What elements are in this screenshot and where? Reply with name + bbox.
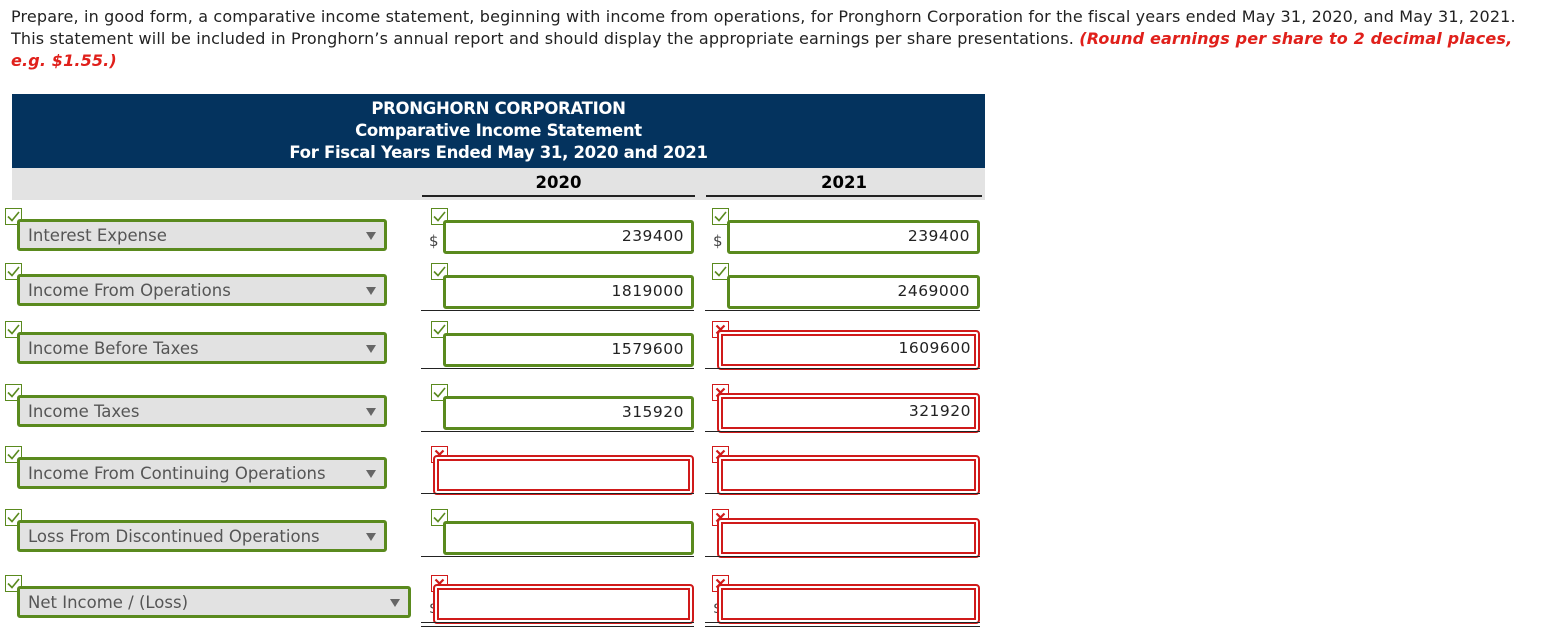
year-header: 2020 2021: [12, 168, 985, 200]
dropdown-arrow: [366, 533, 376, 541]
currency-symbol: $: [713, 232, 723, 250]
row-label: Income Taxes: [28, 402, 140, 421]
underline: [421, 556, 694, 557]
dropdown-arrow: [366, 232, 376, 240]
underline: [421, 493, 694, 494]
amount-input[interactable]: 1609600: [717, 330, 980, 370]
underline: [421, 622, 694, 623]
double-underline: [705, 626, 980, 627]
amount-input[interactable]: [717, 455, 980, 495]
row-label-select[interactable]: Income From Operations: [17, 274, 387, 306]
underline: [705, 556, 980, 557]
instructions-emphasis: (Round earnings per share to 2 decimal p…: [11, 29, 1513, 70]
row-label: Net Income / (Loss): [28, 593, 189, 612]
amount-input[interactable]: 1819000: [443, 275, 694, 309]
amount-input[interactable]: 1579600: [443, 333, 694, 367]
dropdown-arrow: [390, 599, 400, 607]
row-label-select[interactable]: Income Taxes: [17, 395, 387, 427]
statement-period: For Fiscal Years Ended May 31, 2020 and …: [289, 143, 708, 162]
row-label: Income From Continuing Operations: [28, 464, 326, 483]
underline: [705, 431, 980, 432]
year-label: 2021: [706, 173, 982, 197]
row-label-select[interactable]: Interest Expense: [17, 219, 387, 251]
instructions-text: Prepare, in good form, a comparative inc…: [11, 7, 1516, 48]
dropdown-arrow: [366, 287, 376, 295]
row-label: Income Before Taxes: [28, 339, 199, 358]
amount-input[interactable]: 315920: [443, 396, 694, 430]
underline: [705, 493, 980, 494]
row-label: Loss From Discontinued Operations: [28, 527, 320, 546]
double-underline: [421, 626, 694, 627]
correct-icon: [712, 263, 729, 280]
statement-header: PRONGHORN CORPORATION Comparative Income…: [12, 94, 985, 168]
company-name: PRONGHORN CORPORATION: [371, 99, 626, 118]
row-label-select[interactable]: Net Income / (Loss): [17, 586, 411, 618]
dropdown-arrow: [366, 345, 376, 353]
row-label: Income From Operations: [28, 281, 231, 300]
dropdown-arrow: [366, 470, 376, 478]
amount-input[interactable]: 239400: [443, 220, 694, 254]
underline: [421, 431, 694, 432]
amount-input[interactable]: [443, 521, 694, 555]
underline: [421, 368, 694, 369]
statement-name: Comparative Income Statement: [355, 121, 642, 140]
amount-input[interactable]: 239400: [727, 220, 980, 254]
correct-icon: [712, 208, 729, 225]
amount-input[interactable]: 321920: [717, 393, 980, 433]
row-label-select[interactable]: Loss From Discontinued Operations: [17, 520, 387, 552]
underline: [705, 622, 980, 623]
underline: [705, 310, 980, 311]
year-label: 2020: [422, 173, 695, 197]
row-label-select[interactable]: Income Before Taxes: [17, 332, 387, 364]
currency-symbol: $: [429, 232, 439, 250]
amount-input[interactable]: [717, 518, 980, 558]
underline: [421, 310, 694, 311]
amount-input[interactable]: [433, 455, 694, 495]
dropdown-arrow: [366, 408, 376, 416]
amount-input[interactable]: [433, 584, 694, 624]
row-label: Interest Expense: [28, 226, 167, 245]
amount-input[interactable]: 2469000: [727, 275, 980, 309]
instructions: Prepare, in good form, a comparative inc…: [11, 6, 1543, 72]
row-label-select[interactable]: Income From Continuing Operations: [17, 457, 387, 489]
amount-input[interactable]: [717, 584, 980, 624]
underline: [705, 368, 980, 369]
